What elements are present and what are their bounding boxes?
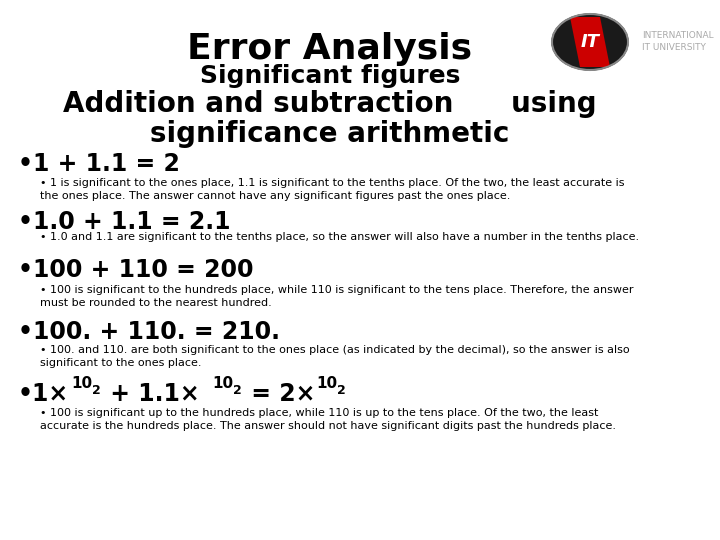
Text: INTERNATIONAL: INTERNATIONAL [642, 31, 714, 40]
Text: Error Analysis: Error Analysis [187, 32, 472, 66]
Text: • 100 is significant to the hundreds place, while 110 is significant to the tens: • 100 is significant to the hundreds pla… [40, 285, 634, 308]
Text: • 1.0 and 1.1 are significant to the tenths place, so the answer will also have : • 1.0 and 1.1 are significant to the ten… [40, 232, 639, 242]
Text: IT: IT [580, 33, 600, 51]
Text: 2: 2 [233, 384, 242, 397]
Text: •100. + 110. = 210.: •100. + 110. = 210. [18, 320, 280, 344]
Text: Addition and subtraction      using: Addition and subtraction using [63, 90, 597, 118]
Text: = 2×: = 2× [243, 382, 315, 406]
Text: IT UNIVERSITY: IT UNIVERSITY [642, 44, 706, 52]
Text: •1.0 + 1.1 = 2.1: •1.0 + 1.1 = 2.1 [18, 210, 230, 234]
Text: 2: 2 [337, 384, 346, 397]
Text: • 100. and 110. are both significant to the ones place (as indicated by the deci: • 100. and 110. are both significant to … [40, 345, 629, 368]
Text: + 1.1×: + 1.1× [102, 382, 199, 406]
Text: •1 + 1.1 = 2: •1 + 1.1 = 2 [18, 152, 180, 176]
Text: 2: 2 [92, 384, 101, 397]
Polygon shape [570, 17, 610, 67]
Text: 10: 10 [71, 376, 92, 391]
Text: 10: 10 [316, 376, 337, 391]
Text: •1×: •1× [18, 382, 69, 406]
Text: Significant figures: Significant figures [200, 64, 460, 88]
Text: • 1 is significant to the ones place, 1.1 is significant to the tenths place. Of: • 1 is significant to the ones place, 1.… [40, 178, 624, 201]
Ellipse shape [552, 14, 628, 70]
Text: • 100 is significant up to the hundreds place, while 110 is up to the tens place: • 100 is significant up to the hundreds … [40, 408, 616, 431]
Text: •100 + 110 = 200: •100 + 110 = 200 [18, 258, 253, 282]
Text: significance arithmetic: significance arithmetic [150, 120, 510, 148]
Text: 10: 10 [212, 376, 233, 391]
